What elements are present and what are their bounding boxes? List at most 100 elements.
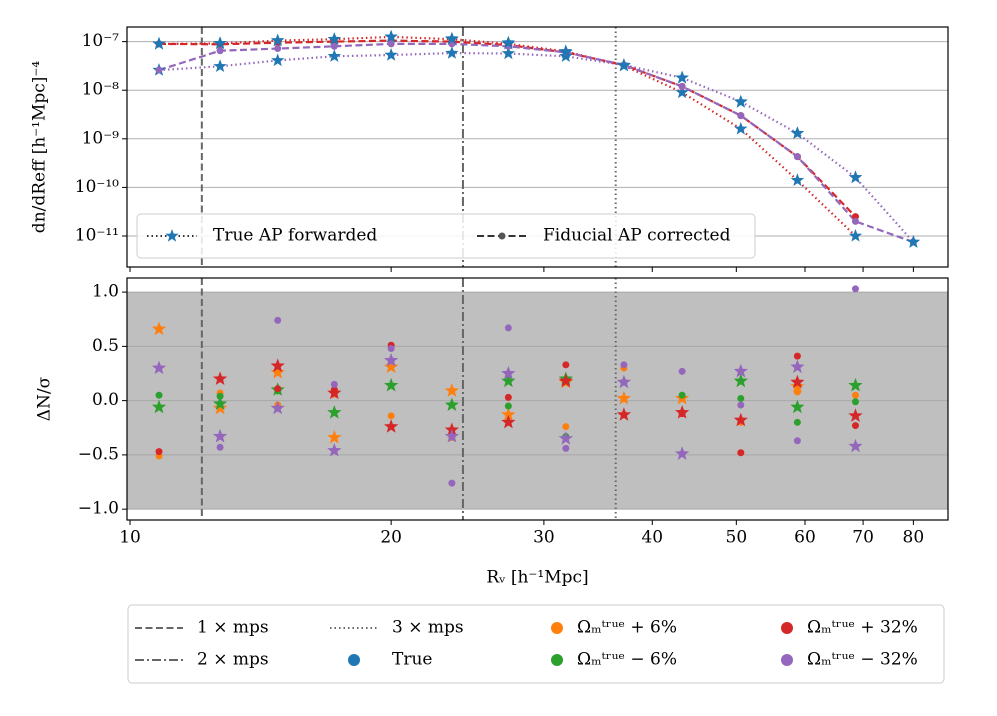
star-marker	[558, 431, 573, 445]
legend-label: True	[392, 650, 432, 670]
series-line	[158, 39, 857, 218]
y-tick-label: −0.5	[78, 444, 119, 464]
star-marker	[444, 383, 459, 397]
dot-marker	[387, 412, 395, 420]
y-tick-label: 1.0	[92, 282, 119, 302]
star-marker	[212, 371, 228, 385]
dot-marker	[737, 394, 745, 402]
star-marker	[790, 379, 805, 393]
star-marker	[444, 397, 459, 411]
axes-frame	[126, 277, 949, 521]
dot-marker	[387, 40, 395, 48]
dot-marker	[216, 47, 224, 55]
star-marker	[501, 414, 516, 429]
dot-marker	[678, 82, 686, 90]
legend-label: 1 × mps	[197, 618, 269, 638]
dot-marker	[737, 449, 745, 457]
x-tick-label: 60	[794, 528, 816, 548]
x-axis-label: Rᵥ [h⁻¹Mpc]	[486, 568, 588, 588]
star-marker	[501, 46, 515, 60]
dot-marker	[562, 361, 570, 369]
dot-marker	[330, 380, 338, 388]
star-marker	[734, 121, 748, 135]
dot-marker	[274, 45, 282, 53]
dot-marker	[504, 393, 512, 401]
legend-marker	[165, 229, 179, 242]
legend-marker	[781, 654, 793, 666]
star-marker	[558, 373, 573, 388]
star-marker	[384, 48, 398, 61]
star-marker	[848, 438, 863, 453]
y-tick-label: 10⁻⁹	[82, 128, 120, 148]
legend-label: True AP forwarded	[213, 226, 377, 246]
star-marker	[501, 35, 515, 49]
legend-label: 3 × mps	[392, 618, 464, 638]
star-marker	[616, 391, 631, 405]
star-marker	[327, 405, 342, 419]
legend-marker	[348, 654, 360, 666]
star-marker	[790, 126, 805, 139]
dot-marker	[448, 479, 456, 487]
legend-label: Ωₘᵗʳᵘᵉ − 6%	[577, 650, 677, 670]
star-marker	[270, 400, 285, 415]
star-marker	[790, 374, 805, 389]
star-marker	[790, 359, 805, 374]
legend-label: Ωₘᵗʳᵘᵉ − 32%	[807, 650, 918, 670]
dot-marker	[737, 112, 745, 120]
star-marker	[675, 446, 690, 460]
dot-marker	[620, 361, 628, 369]
legend-marker	[551, 622, 563, 634]
star-marker	[675, 85, 689, 99]
dot-marker	[678, 367, 686, 375]
star-marker	[733, 373, 748, 388]
y-axis-label: ΔN/σ	[35, 376, 55, 421]
y-tick-label: 0.5	[92, 336, 119, 356]
legend-box	[136, 213, 756, 259]
dot-marker	[793, 437, 801, 445]
x-tick-label: 70	[852, 528, 874, 548]
dot-marker	[793, 352, 801, 360]
legend-marker	[551, 654, 563, 666]
dot-marker	[504, 324, 512, 332]
dot-marker	[562, 423, 570, 431]
star-marker	[445, 46, 459, 59]
star-marker	[675, 405, 690, 419]
y-tick-label: 10⁻⁷	[82, 31, 120, 51]
dot-marker	[274, 385, 282, 393]
star-marker	[151, 399, 167, 414]
dot-marker	[851, 217, 859, 225]
dot-marker	[562, 444, 570, 452]
star-marker	[212, 400, 228, 415]
dot-marker	[155, 391, 163, 399]
star-marker	[270, 358, 285, 372]
star-marker	[733, 363, 748, 378]
star-marker	[734, 95, 748, 108]
dot-marker	[216, 392, 224, 400]
star-marker	[616, 374, 631, 389]
star-marker	[790, 399, 805, 414]
star-marker	[213, 59, 227, 72]
dot-marker	[387, 345, 395, 353]
legend-marker	[781, 622, 793, 634]
legend-label: Ωₘᵗʳᵘᵉ + 32%	[807, 618, 918, 638]
star-marker	[152, 36, 166, 50]
star-marker	[212, 396, 228, 410]
series-line	[158, 42, 914, 244]
dot-marker	[678, 391, 686, 399]
dot-marker	[737, 401, 745, 409]
star-marker	[444, 428, 459, 443]
y-tick-label: 10⁻¹¹	[75, 225, 119, 245]
series-line	[158, 51, 915, 243]
x-tick-label: 30	[533, 528, 555, 548]
star-marker	[327, 430, 342, 444]
star-marker	[445, 31, 459, 45]
star-marker	[617, 58, 631, 72]
star-marker	[501, 373, 516, 388]
dot-marker	[330, 42, 338, 50]
star-marker	[384, 359, 399, 374]
star-marker	[271, 53, 285, 67]
y-axis-label: dn/dReff [h⁻¹Mpc]⁻⁴	[30, 61, 50, 234]
star-marker	[675, 70, 689, 84]
dot-marker	[851, 398, 859, 406]
